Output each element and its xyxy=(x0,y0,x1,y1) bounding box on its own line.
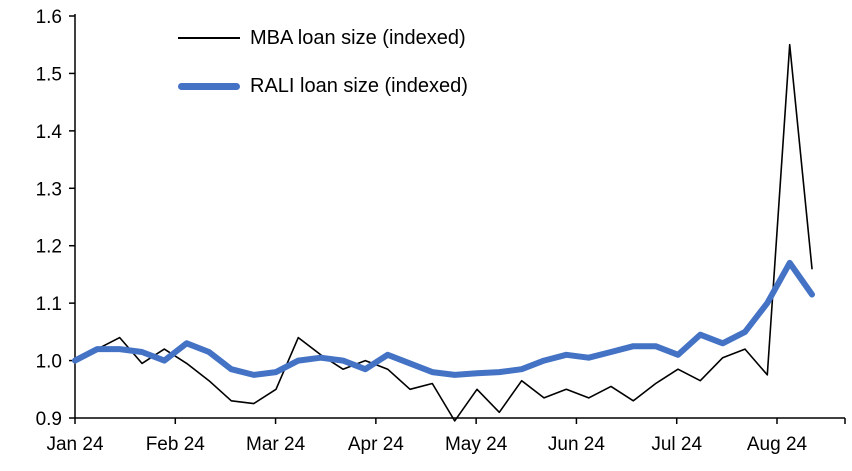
legend-label-mba: MBA loan size (indexed) xyxy=(250,27,466,49)
y-tick-label: 0.9 xyxy=(36,409,62,430)
y-tick-label: 1.2 xyxy=(36,237,62,258)
y-tick-label: 1.6 xyxy=(36,7,62,28)
y-tick-label: 1.5 xyxy=(36,64,62,85)
y-tick-label: 1.4 xyxy=(36,122,63,143)
x-tick-label: Jan 24 xyxy=(46,434,103,455)
x-tick-label: Apr 24 xyxy=(348,434,404,455)
x-tick-label: Jun 24 xyxy=(548,434,605,455)
series-line-rali xyxy=(72,259,815,378)
mba-line-swatch-icon xyxy=(178,37,240,39)
chart-legend: MBA loan size (indexed) RALI loan size (… xyxy=(178,26,468,98)
y-tick-label: 1.0 xyxy=(36,352,62,373)
legend-item-rali: RALI loan size (indexed) xyxy=(178,74,468,98)
x-tick-label: Mar 24 xyxy=(246,434,306,455)
legend-label-rali: RALI loan size (indexed) xyxy=(250,75,468,97)
legend-item-mba: MBA loan size (indexed) xyxy=(178,26,468,50)
y-tick-label: 1.3 xyxy=(36,179,62,200)
x-tick-label: Feb 24 xyxy=(146,434,206,455)
rali-line-swatch-icon xyxy=(178,82,240,90)
y-tick-label: 1.1 xyxy=(36,294,62,315)
x-tick-label: May 24 xyxy=(445,434,508,455)
series-line-mba xyxy=(74,43,813,422)
x-tick-label: Aug 24 xyxy=(747,434,808,455)
x-tick-label: Jul 24 xyxy=(651,434,702,455)
